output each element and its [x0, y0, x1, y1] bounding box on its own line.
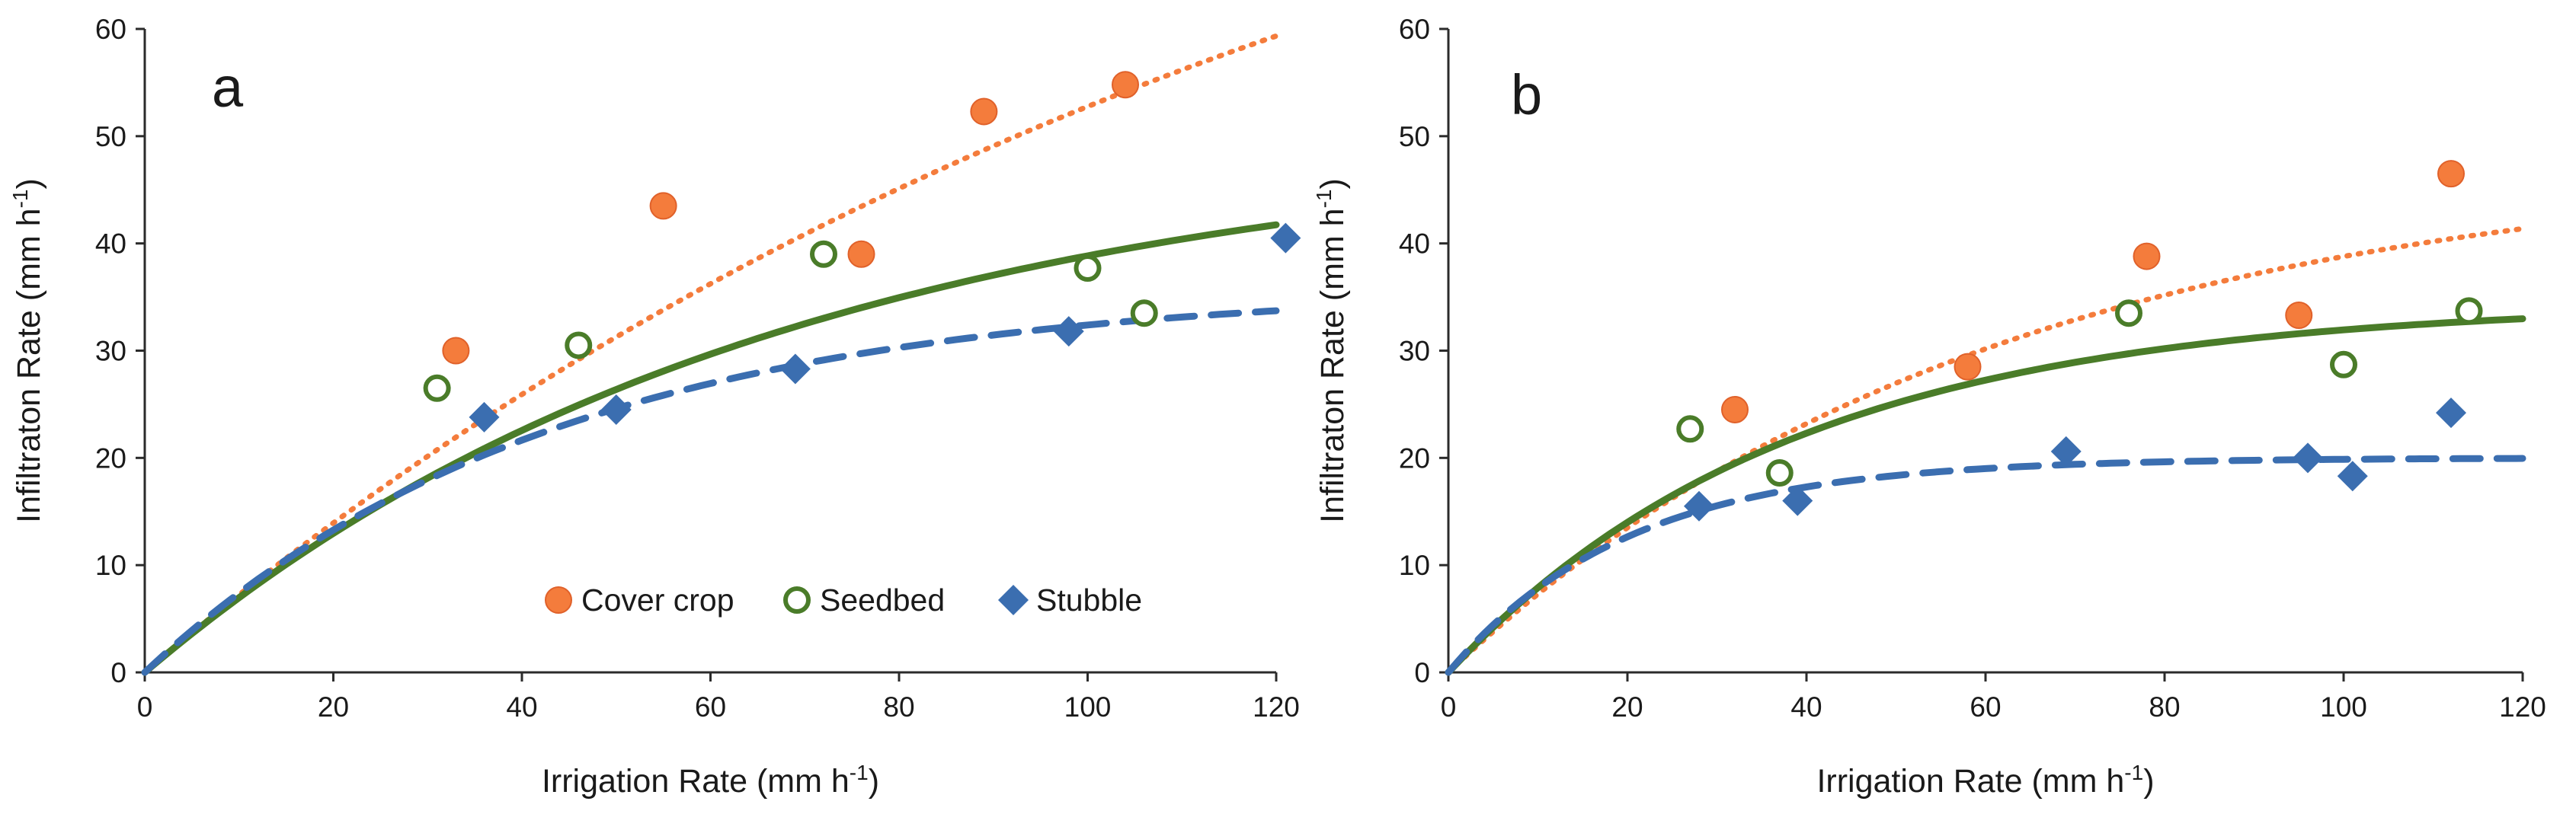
data-point-stubble — [2337, 461, 2368, 492]
y-tick-label: 30 — [1399, 336, 1430, 367]
data-point-seedbed — [810, 240, 837, 268]
x-axis-title-close: ) — [2143, 763, 2154, 800]
legend-marker-cover-crop — [545, 586, 572, 614]
x-axis-title-superscript: -1 — [850, 761, 869, 784]
x-tick-label: 0 — [137, 691, 153, 723]
x-axis-title: Irrigation Rate (mm h-1) — [1816, 761, 2154, 800]
data-point-cover-crop — [847, 240, 875, 268]
y-axis-title-close: ) — [11, 178, 47, 189]
data-point-cover-crop — [1112, 71, 1139, 99]
y-tick-label: 0 — [1414, 657, 1430, 688]
x-tick-label: 40 — [1790, 691, 1822, 723]
x-tick-label: 40 — [506, 691, 537, 723]
y-tick-label: 40 — [95, 228, 126, 260]
fit-curve-seedbed — [1445, 315, 2526, 676]
data-point-stubble — [1684, 490, 1714, 522]
legend-marker-seedbed — [783, 586, 811, 614]
x-axis-title-main: Irrigation Rate (mm h — [542, 763, 850, 800]
legend-label-stubble: Stubble — [1036, 583, 1142, 618]
data-point-seedbed — [2455, 297, 2483, 325]
legend: Cover crop Seedbed Stubble — [545, 583, 1142, 618]
fit-curve-cover-crop — [142, 33, 1279, 675]
y-tick-label: 60 — [1399, 14, 1430, 45]
data-point-cover-crop — [649, 192, 677, 220]
legend-label-seedbed: Seedbed — [820, 583, 945, 618]
x-tick-label: 80 — [2149, 691, 2180, 723]
data-point-stubble — [2050, 436, 2082, 467]
x-tick-label: 100 — [1064, 691, 1112, 723]
y-tick-label: 20 — [95, 442, 126, 474]
x-tick-label: 60 — [695, 691, 726, 723]
data-point-seedbed — [2115, 299, 2142, 327]
y-tick-label: 50 — [1399, 121, 1430, 152]
data-point-cover-crop — [2133, 242, 2161, 270]
y-tick-label: 10 — [1399, 550, 1430, 581]
legend-label-cover-crop: Cover crop — [581, 583, 734, 618]
y-axis-title: Infiltraton Rate (mm h-1) — [8, 178, 47, 523]
data-point-stubble — [1053, 316, 1084, 347]
y-axis-title-close: ) — [1314, 178, 1351, 189]
y-tick-label: 0 — [110, 657, 126, 688]
y-tick-label: 40 — [1399, 228, 1430, 260]
data-point-stubble — [1270, 222, 1301, 254]
panel-label: a — [212, 56, 244, 119]
x-tick-label: 0 — [1441, 691, 1457, 723]
data-point-seedbed — [1130, 299, 1158, 327]
y-tick-label: 20 — [1399, 442, 1430, 474]
data-point-seedbed — [2330, 350, 2357, 378]
fit-curve-cover-crop — [1445, 225, 2526, 675]
x-tick-label: 120 — [2499, 691, 2546, 723]
data-point-stubble — [2436, 397, 2466, 429]
data-point-cover-crop — [1954, 353, 1982, 381]
x-tick-label: 80 — [883, 691, 914, 723]
x-tick-label: 20 — [318, 691, 349, 723]
data-point-cover-crop — [2285, 302, 2313, 330]
chart-panel-a: 0 10 20 30 40 50 60 0 20 40 60 80 100 120 Irrigation R… — [8, 14, 1301, 800]
data-point-stubble — [1782, 485, 1813, 516]
data-point-cover-crop — [2437, 160, 2465, 188]
legend-marker-stubble — [998, 585, 1029, 615]
y-tick-label: 60 — [95, 14, 126, 45]
x-axis-title: Irrigation Rate (mm h-1) — [542, 761, 879, 800]
y-axis-title-superscript: -1 — [1312, 190, 1336, 209]
x-axis-title-main: Irrigation Rate (mm h — [1816, 763, 2124, 800]
y-tick-label: 50 — [95, 121, 126, 152]
x-axis-title-superscript: -1 — [2124, 761, 2143, 784]
x-tick-label: 100 — [2320, 691, 2367, 723]
y-axis-title-main: Infiltraton Rate (mm h — [11, 208, 47, 522]
data-point-stubble — [2293, 442, 2323, 474]
x-tick-label: 20 — [1611, 691, 1643, 723]
y-axis-title-superscript: -1 — [8, 190, 32, 209]
y-tick-label: 10 — [95, 550, 126, 581]
chart-panel-b: 0 10 20 30 40 50 60 0 20 40 60 80 100 120 Irrigation R… — [1312, 14, 2546, 800]
x-axis-title-close: ) — [869, 763, 879, 800]
data-point-stubble — [600, 394, 632, 425]
fit-curve-stubble — [141, 307, 1280, 676]
data-point-seedbed — [1765, 459, 1794, 487]
y-axis-title: Infiltraton Rate (mm h-1) — [1312, 178, 1351, 523]
x-tick-label: 60 — [1970, 691, 2001, 723]
data-point-cover-crop — [970, 97, 998, 126]
data-point-stubble — [469, 401, 500, 433]
data-point-seedbed — [1074, 254, 1102, 283]
y-tick-label: 30 — [95, 336, 126, 367]
data-point-cover-crop — [1721, 395, 1749, 423]
data-point-seedbed — [423, 374, 451, 402]
data-point-seedbed — [1676, 415, 1704, 443]
data-point-cover-crop — [442, 337, 470, 365]
data-point-stubble — [779, 353, 811, 385]
x-tick-label: 120 — [1253, 691, 1300, 723]
fit-curve-stubble — [1445, 455, 2526, 676]
panel-label: b — [1511, 63, 1542, 126]
y-axis-title-main: Infiltraton Rate (mm h — [1314, 208, 1351, 522]
data-point-seedbed — [565, 331, 593, 359]
